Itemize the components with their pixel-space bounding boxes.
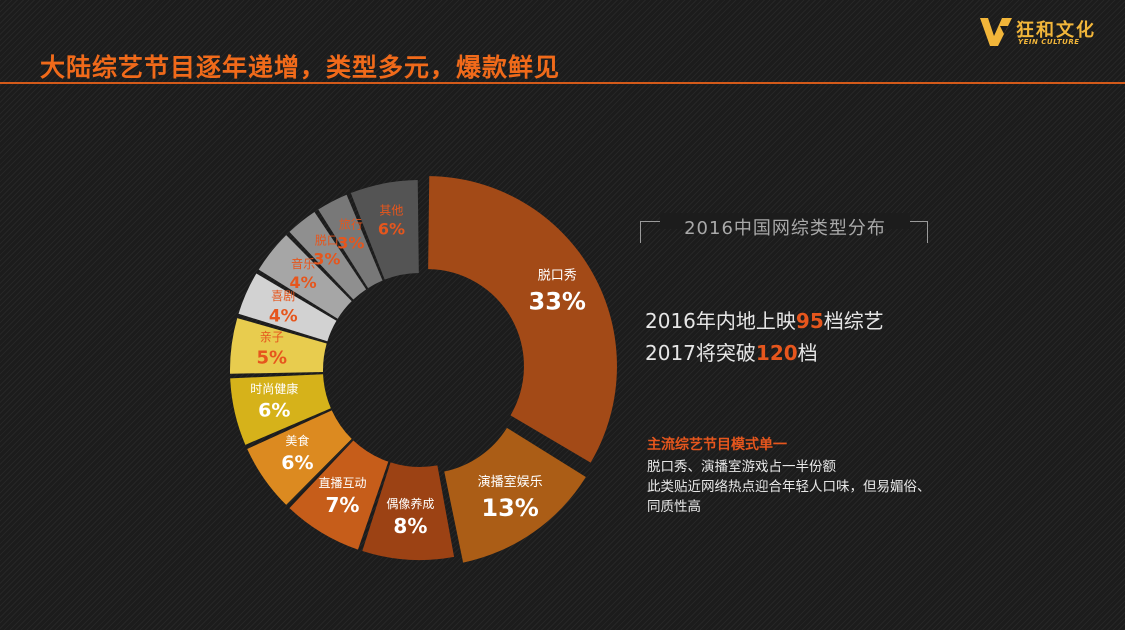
legend-title: 2016中国网综类型分布 <box>684 218 886 239</box>
slice-label-5: 美食 6% <box>281 433 313 474</box>
slice-value-11: 3% <box>337 234 364 253</box>
slice-name-1: 脱口秀 <box>538 269 577 284</box>
slice-label-4: 直播互动 7% <box>318 476 366 517</box>
slice-label-12: 其他 6% <box>378 203 405 238</box>
slice-value-12: 6% <box>378 219 405 238</box>
slice-7 <box>230 318 327 374</box>
slice-label-8: 喜剧 4% <box>269 289 298 326</box>
stat-2017-suffix: 档 <box>797 341 818 365</box>
logo-subtext: YEIN CULTURE <box>1018 38 1080 46</box>
donut-chart: 脱口秀 33% 演播室娱乐 13% 偶像养成 8% 直播互动 7% 美食 6% 时尚健康 6% 亲子 5%… <box>230 176 617 563</box>
legend-title-frame: 2016中国网综类型分布 <box>640 213 930 243</box>
slice-name-6: 时尚健康 <box>250 381 298 396</box>
slice-name-10: 脱口 <box>315 232 339 247</box>
slice-11 <box>318 194 383 289</box>
logo: 狂和文化 YEIN CULTURE <box>978 14 1108 50</box>
stat-2016-number: 95 <box>795 309 824 333</box>
slice-label-11: 旅行 3% <box>337 218 364 253</box>
slice-3 <box>362 462 455 560</box>
slice-name-9: 音乐 <box>291 256 315 271</box>
slice-10 <box>289 212 367 300</box>
slice-value-5: 6% <box>281 452 313 474</box>
slice-value-1: 33% <box>529 288 586 316</box>
slice-value-3: 8% <box>393 514 427 538</box>
slice-5 <box>247 410 352 505</box>
stat-line-2016: 2016年内地上映95档综艺 <box>645 305 884 334</box>
note-line-3: 同质性高 <box>647 499 701 515</box>
slice-name-12: 其他 <box>379 203 403 217</box>
slice-4 <box>289 440 389 550</box>
slice-1 <box>428 176 617 463</box>
note-title: 主流综艺节目模式单一 <box>647 437 787 453</box>
slice-name-7: 亲子 <box>260 330 284 344</box>
slice-label-1: 脱口秀 33% <box>529 269 586 316</box>
stat-2016-text: 2016年内地上映 <box>645 309 796 333</box>
stat-2016-suffix: 档综艺 <box>823 309 884 333</box>
slice-label-6: 时尚健康 6% <box>250 381 298 422</box>
slice-name-8: 喜剧 <box>271 289 295 303</box>
slice-8 <box>238 273 337 342</box>
slice-value-7: 5% <box>256 347 287 368</box>
slice-name-4: 直播互动 <box>318 476 366 490</box>
slice-value-8: 4% <box>269 306 298 326</box>
slice-2 <box>444 427 586 563</box>
note-line-1: 脱口秀、演播室游戏占一半份额 <box>647 459 836 475</box>
logo-text: 狂和文化 <box>1016 20 1096 41</box>
slice-label-2: 演播室娱乐 13% <box>478 474 543 522</box>
slice-12 <box>350 180 419 280</box>
slice-value-9: 4% <box>290 273 317 292</box>
slice-value-2: 13% <box>481 494 538 522</box>
logo-mark-icon <box>980 18 1012 46</box>
slice-9 <box>258 235 352 319</box>
slice-label-3: 偶像养成 8% <box>386 496 434 538</box>
slice-6 <box>230 374 331 445</box>
slice-label-9: 音乐 4% <box>290 256 317 292</box>
slice-label-7: 亲子 5% <box>256 330 287 369</box>
title-divider <box>0 82 1125 84</box>
stat-line-2017: 2017将突破120档 <box>645 337 818 366</box>
slice-name-11: 旅行 <box>339 218 363 232</box>
slice-value-10: 3% <box>313 249 340 268</box>
slice-value-6: 6% <box>258 400 290 422</box>
slice-name-2: 演播室娱乐 <box>478 474 543 490</box>
note-line-2: 此类贴近网络热点迎合年轻人口味，但易媚俗、 <box>647 479 931 495</box>
slice-name-5: 美食 <box>285 433 309 448</box>
slice-name-3: 偶像养成 <box>386 496 434 511</box>
stat-2017-text: 2017将突破 <box>645 341 756 365</box>
slice-value-4: 7% <box>326 493 360 517</box>
slice-label-10: 脱口 3% <box>313 232 340 268</box>
page-title: 大陆综艺节目逐年递增，类型多元，爆款鲜见 <box>40 53 561 82</box>
stat-2017-number: 120 <box>755 341 798 365</box>
